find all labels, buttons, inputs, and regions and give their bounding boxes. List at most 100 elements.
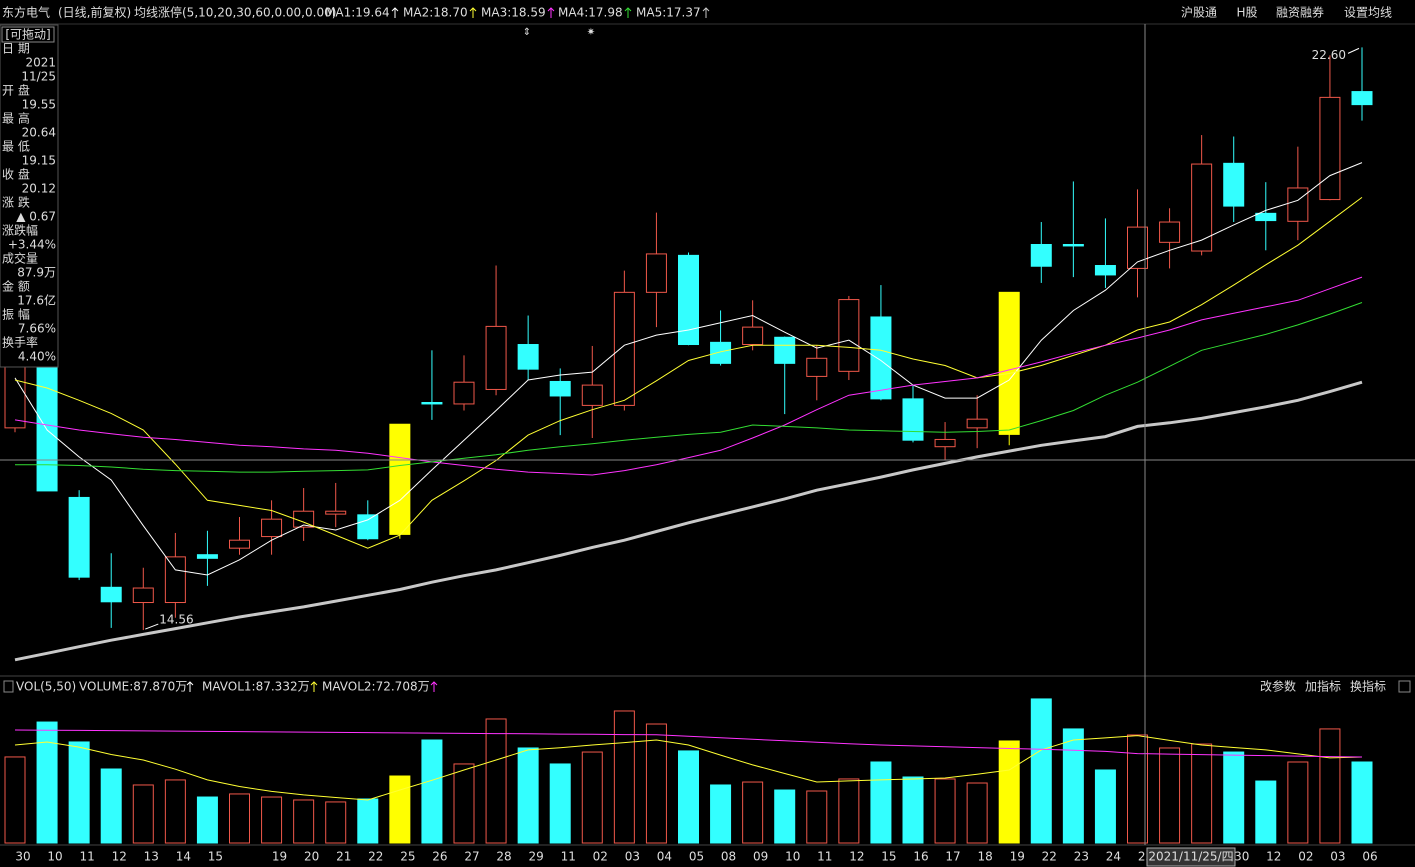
info-label: 涨 跌: [2, 195, 30, 210]
candle-body: [293, 510, 315, 528]
marker-icon: ⇕: [523, 27, 531, 38]
candle-body: [357, 514, 379, 540]
drag-handle[interactable]: [可拖动]: [5, 28, 50, 42]
candle-body: [966, 418, 988, 429]
candle-body: [710, 341, 732, 364]
candle-body: [678, 254, 699, 346]
min-label: 14.56: [159, 613, 193, 627]
candle-body: [1191, 163, 1213, 252]
pane-icon[interactable]: [3, 680, 14, 693]
x-tick-label: 30: [1234, 850, 1249, 864]
x-tick-label: 12: [849, 850, 864, 864]
info-panel-box: [0, 24, 59, 368]
crosshair-label: 2021/11/25/四: [1148, 850, 1233, 864]
volume-bar: [100, 768, 122, 844]
volume-bar: [1030, 698, 1052, 844]
trend-arrow: [547, 7, 555, 18]
info-value: 19.55: [22, 98, 56, 112]
marker-icon: ✷: [587, 27, 595, 38]
volume-average: [14, 729, 1363, 758]
toolbar-button[interactable]: 沪股通: [1181, 6, 1217, 20]
toolbar-button[interactable]: 改参数: [1260, 679, 1296, 694]
toolbar-button[interactable]: H股: [1236, 6, 1257, 20]
x-tick-label: 13: [144, 850, 159, 864]
volume-title: VOL(5,50): [16, 680, 76, 694]
candle-body: [36, 365, 58, 492]
x-tick-label: 29: [529, 850, 544, 864]
trend-arrow: [391, 7, 399, 18]
candle-body: [421, 401, 443, 405]
toolbar-button[interactable]: 换指标: [1350, 679, 1386, 694]
volume-average: [14, 735, 1363, 801]
candle-body: [838, 299, 860, 372]
info-value: ▲ 0.67: [16, 210, 56, 224]
x-tick-label: 03: [625, 850, 640, 864]
volume-bar: [421, 739, 443, 844]
info-label: 成交量: [2, 251, 38, 266]
x-tick-label: 15: [881, 850, 896, 864]
candle-body: [1223, 162, 1245, 207]
x-tick-label: 21: [336, 850, 351, 864]
info-label: 最 低: [2, 140, 30, 154]
x-tick-label: 28: [496, 850, 511, 864]
moving-average: [14, 196, 1363, 549]
info-label: 收 盘: [2, 167, 30, 182]
volume-bar: [196, 796, 218, 844]
volume-bar: [1191, 743, 1213, 844]
info-value: 2021: [25, 56, 56, 70]
candle-body: [1030, 243, 1052, 267]
x-tick-label: 02: [593, 850, 608, 864]
volume-bar: [1094, 769, 1116, 844]
indicator-name: 均线涨停(5,10,20,30,60,0.00,0.00): [134, 5, 336, 20]
legend-entry: MAVOL1:87.332万: [202, 680, 310, 694]
candle-body: [389, 423, 411, 535]
legend-entry: MA5:17.37: [636, 6, 701, 20]
volume-bar: [485, 718, 507, 844]
info-label: 开 盘: [2, 83, 30, 98]
candle-body: [261, 518, 283, 538]
volume-bar: [68, 741, 90, 844]
info-value: 4.40%: [18, 350, 56, 364]
candle-body: [4, 365, 26, 429]
candle-body: [870, 316, 892, 400]
volume-bar: [1159, 747, 1181, 844]
volume-bar: [934, 778, 956, 844]
volume-bar: [1287, 761, 1309, 844]
legend-entry: MA3:18.59: [481, 6, 546, 20]
candle-body: [132, 587, 154, 604]
max-label: 22.60: [1312, 48, 1346, 62]
candle-body: [1159, 221, 1181, 243]
volume-bar: [1062, 728, 1084, 844]
x-tick-label: 30: [15, 850, 30, 864]
candle-body: [902, 398, 924, 441]
info-label: 振 幅: [2, 307, 30, 322]
stock-name: 东方电气: [2, 5, 50, 20]
toolbar-button[interactable]: 融资融券: [1276, 5, 1324, 20]
candle-body: [453, 381, 475, 405]
candle-body: [1255, 212, 1277, 222]
x-tick-label: 24: [1106, 850, 1121, 864]
legend-entry: MA2:18.70: [403, 6, 468, 20]
toolbar-button[interactable]: 设置均线: [1344, 6, 1392, 20]
toolbar-button[interactable]: 加指标: [1305, 679, 1341, 694]
candle-body: [998, 291, 1020, 435]
volume-bar: [645, 723, 667, 844]
candle-body: [549, 380, 571, 397]
volume-bar: [36, 721, 58, 844]
trend-arrow: [430, 681, 438, 692]
info-value: 87.9万: [17, 266, 56, 280]
drag-box: [1, 26, 55, 43]
candle-body: [1319, 96, 1341, 201]
info-value: 19.15: [22, 154, 56, 168]
candle-body: [1127, 226, 1148, 269]
chart-mode: (日线,前复权): [58, 5, 131, 20]
x-tick-label: 22: [368, 850, 383, 864]
volume-bar: [870, 761, 892, 844]
candle-body: [1351, 91, 1373, 106]
volume-bar: [966, 782, 988, 844]
pane-toggle[interactable]: [1398, 680, 1411, 693]
volume-bar: [453, 763, 475, 844]
info-label: 换手率: [2, 335, 38, 350]
volume-bar: [774, 789, 796, 844]
